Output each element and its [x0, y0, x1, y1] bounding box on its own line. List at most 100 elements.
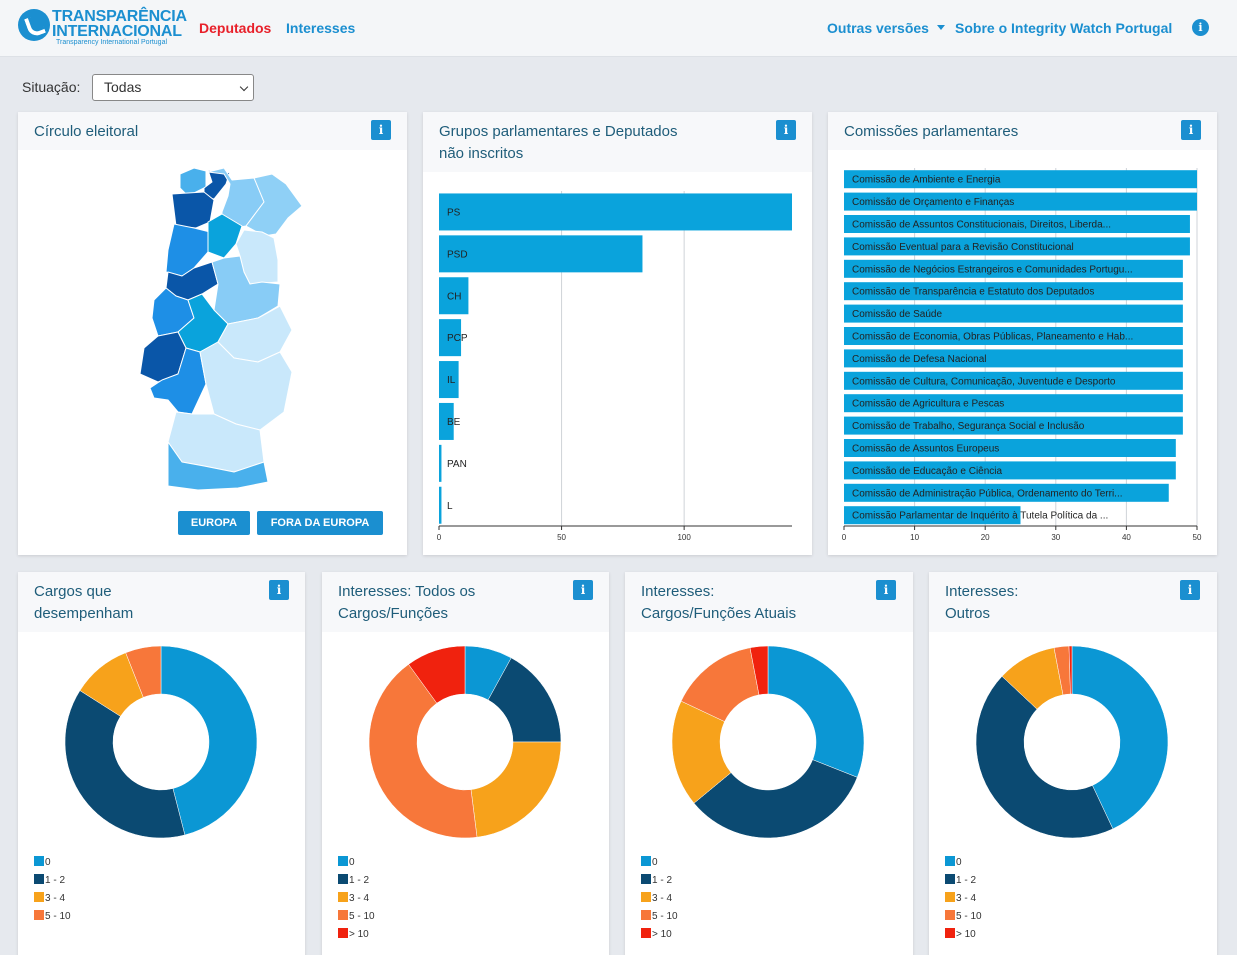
bar[interactable]: [844, 416, 1183, 435]
bar[interactable]: [844, 371, 1183, 390]
interesses-outros-legend: 0 1 - 2 3 - 4 5 - 10 > 10: [945, 854, 982, 944]
legend-item[interactable]: > 10: [641, 926, 678, 944]
donut-slice[interactable]: [408, 645, 466, 704]
donut-slice[interactable]: [64, 690, 186, 839]
donut-slice[interactable]: [693, 759, 858, 839]
interesses-todos-legend: 0 1 - 2 3 - 4 5 - 10 > 10: [338, 854, 375, 944]
district-braganca[interactable]: [245, 173, 303, 237]
bar[interactable]: [844, 349, 1183, 368]
nav-interesses[interactable]: Interesses: [286, 20, 356, 36]
bar[interactable]: [844, 304, 1183, 323]
card-header: Interesses: Outros i: [929, 572, 1217, 632]
info-icon[interactable]: i: [1180, 580, 1200, 600]
legend-item[interactable]: 5 - 10: [34, 908, 71, 926]
donut-slice[interactable]: [125, 645, 162, 698]
bar[interactable]: [844, 215, 1190, 233]
bar[interactable]: [439, 277, 469, 315]
bar[interactable]: [439, 361, 459, 399]
legend-item[interactable]: 1 - 2: [641, 872, 678, 890]
card-comissoes-parlamentares: Comissões parlamentares i 0 10 20 30 40 50 Com…: [828, 112, 1217, 555]
top-bar: TRANSPARÊNCIA INTERNACIONAL Transparency…: [0, 0, 1237, 57]
nav-deputados[interactable]: Deputados: [199, 20, 272, 36]
legend-item[interactable]: > 10: [945, 926, 982, 944]
bar[interactable]: [439, 486, 442, 524]
legend-item[interactable]: 3 - 4: [945, 890, 982, 908]
legend-item[interactable]: 3 - 4: [338, 890, 375, 908]
donut-slice[interactable]: [767, 645, 865, 778]
legend-item[interactable]: 0: [945, 854, 982, 872]
donut-slice[interactable]: [368, 663, 478, 839]
legend-item[interactable]: 3 - 4: [641, 890, 678, 908]
district-evora[interactable]: [199, 341, 293, 431]
legend-item[interactable]: 1 - 2: [338, 872, 375, 890]
info-icon[interactable]: i: [776, 120, 796, 140]
bar[interactable]: [844, 259, 1183, 278]
interesses-outros-donut-chart: [975, 645, 1169, 839]
globe-logo-icon: [18, 9, 50, 41]
bar[interactable]: [844, 439, 1176, 457]
bar[interactable]: [844, 506, 1021, 525]
bar-label: CH: [447, 291, 461, 302]
legend-item[interactable]: 1 - 2: [34, 872, 71, 890]
legend-swatch: [641, 910, 651, 920]
legend-swatch: [945, 928, 955, 938]
legend-swatch: [338, 910, 348, 920]
legend-item[interactable]: 5 - 10: [641, 908, 678, 926]
donut-slice[interactable]: [749, 645, 769, 696]
legend-item[interactable]: 5 - 10: [338, 908, 375, 926]
legend-swatch: [945, 910, 955, 920]
bar[interactable]: [844, 237, 1190, 256]
legend-label: 5 - 10: [349, 911, 375, 922]
card-header: Círculo eleitoral i: [18, 112, 407, 150]
bar[interactable]: [439, 319, 462, 357]
info-icon[interactable]: i: [1181, 120, 1201, 140]
bar[interactable]: [439, 444, 442, 482]
donut-slice[interactable]: [160, 645, 258, 836]
legend-item[interactable]: 0: [34, 854, 71, 872]
europa-button[interactable]: EUROPA: [178, 511, 250, 535]
bar[interactable]: [844, 394, 1183, 413]
district-faro[interactable]: [167, 441, 269, 491]
donut-slice[interactable]: [975, 675, 1114, 839]
bar[interactable]: [439, 193, 792, 231]
donut-slice[interactable]: [1071, 645, 1169, 830]
legend-label: 0: [45, 857, 51, 868]
legend-item[interactable]: > 10: [338, 926, 375, 944]
bar[interactable]: [844, 170, 1197, 189]
bar[interactable]: [439, 402, 454, 440]
chevron-down-icon: [239, 82, 249, 92]
fora-da-europa-button[interactable]: FORA DA EUROPA: [257, 511, 383, 535]
info-icon[interactable]: i: [573, 580, 593, 600]
outras-versoes-dropdown[interactable]: Outras versões: [827, 20, 945, 36]
legend-label: 0: [956, 857, 962, 868]
card-cargos: Cargos que desempenham i 0 1 - 2 3 - 4 5 - …: [18, 572, 305, 955]
legend-label: 1 - 2: [652, 875, 673, 886]
card-grupos-parlamentares: Grupos parlamentares e Deputados não ins…: [423, 112, 812, 555]
donut-slice[interactable]: [1068, 645, 1073, 695]
x-tick-label: 10: [910, 533, 919, 542]
info-icon[interactable]: i: [876, 580, 896, 600]
bar[interactable]: [439, 235, 643, 273]
legend-item[interactable]: 1 - 2: [945, 872, 982, 890]
card-interesses-atuais: Interesses: Cargos/Funções Atuais i 0 1 -…: [625, 572, 913, 955]
info-icon[interactable]: i: [269, 580, 289, 600]
nav-sobre[interactable]: Sobre o Integrity Watch Portugal: [955, 20, 1173, 36]
donut-slice[interactable]: [470, 741, 562, 838]
legend-label: 3 - 4: [45, 893, 66, 904]
bar[interactable]: [844, 483, 1169, 502]
transparencia-logo[interactable]: TRANSPARÊNCIA INTERNACIONAL Transparency…: [18, 8, 187, 50]
info-icon[interactable]: i: [1192, 19, 1209, 36]
interesses-atuais-donut-chart: [671, 645, 865, 839]
bar[interactable]: [844, 327, 1183, 345]
legend-item[interactable]: 5 - 10: [945, 908, 982, 926]
legend-item[interactable]: 3 - 4: [34, 890, 71, 908]
bar[interactable]: [844, 461, 1176, 480]
bar[interactable]: [844, 192, 1197, 211]
situacao-select[interactable]: Todas: [92, 74, 254, 101]
legend-item[interactable]: 0: [641, 854, 678, 872]
info-icon[interactable]: i: [371, 120, 391, 140]
bar[interactable]: [844, 282, 1183, 301]
card-title-line2: Outros: [945, 605, 991, 622]
card-header: Cargos que desempenham i: [18, 572, 305, 632]
legend-item[interactable]: 0: [338, 854, 375, 872]
